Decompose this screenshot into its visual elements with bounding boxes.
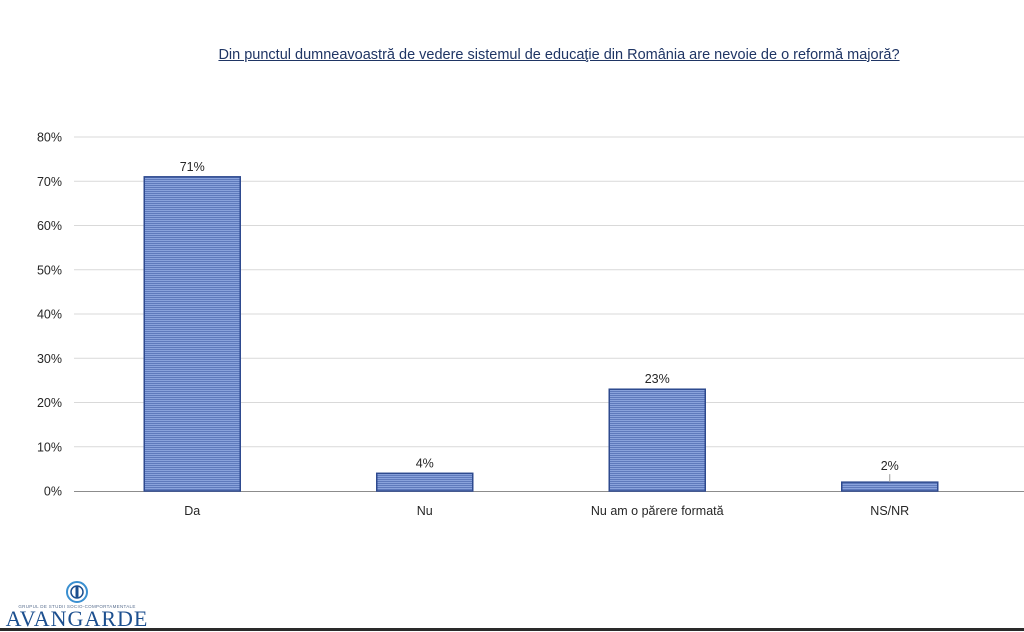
data-label: 2% xyxy=(881,459,899,473)
y-tick-label: 0% xyxy=(44,485,62,499)
gridlines xyxy=(74,136,1024,448)
y-tick-label: 30% xyxy=(37,352,62,366)
y-tick-label: 10% xyxy=(37,440,62,454)
y-tick-label: 40% xyxy=(37,308,62,322)
data-label: 4% xyxy=(416,456,434,470)
bar xyxy=(841,481,939,492)
labels: 0% 10% 20% 30% 40% 50% 60% 70% 80% 71% Da 4% Nu 23% Nu… xyxy=(37,131,909,519)
data-label: 23% xyxy=(645,372,670,386)
x-category-label: NS/NR xyxy=(870,504,909,518)
logo-emblem-icon xyxy=(66,581,88,603)
y-tick-label: 70% xyxy=(37,175,62,189)
y-tick-label: 80% xyxy=(37,131,62,145)
y-tick-label: 20% xyxy=(37,396,62,410)
avangarde-logo: GRUPUL DE STUDII SOCIO-COMPORTAMENTALE A… xyxy=(2,578,152,631)
chart-title: Din punctul dumneavoastră de vedere sist… xyxy=(218,47,900,63)
y-tick-label: 60% xyxy=(37,219,62,233)
y-tick-label: 50% xyxy=(37,263,62,277)
bars xyxy=(143,176,939,492)
x-category-label: Nu xyxy=(417,504,433,518)
x-category-label: Da xyxy=(184,504,200,518)
bar xyxy=(143,176,241,492)
bottom-border xyxy=(0,628,1024,631)
bar xyxy=(376,472,474,492)
logo-tagline: GRUPUL DE STUDII SOCIO-COMPORTAMENTALE xyxy=(18,604,136,609)
bar xyxy=(608,388,706,492)
logo-wordmark: AVANGARDE xyxy=(5,606,149,631)
data-label: 71% xyxy=(180,160,205,174)
x-category-label: Nu am o părere formată xyxy=(591,504,724,518)
